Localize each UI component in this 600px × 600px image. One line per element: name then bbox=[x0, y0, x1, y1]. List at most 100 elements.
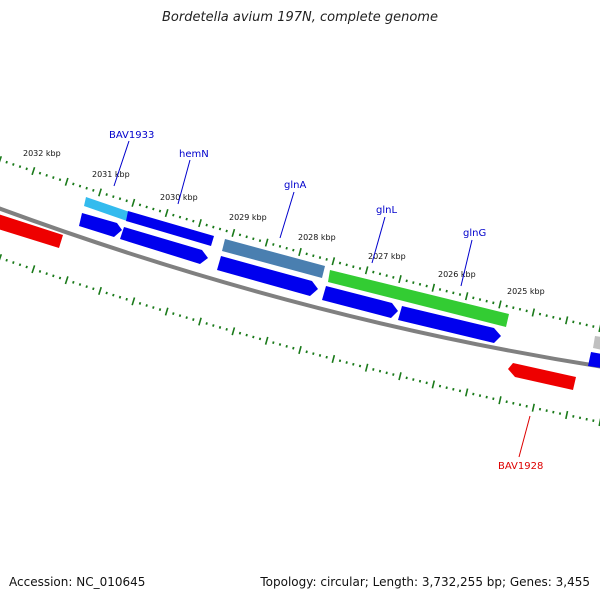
cds-red-left[interactable] bbox=[0, 213, 63, 248]
outer-tick bbox=[85, 186, 88, 190]
inner-tick bbox=[178, 314, 182, 318]
inner-tick bbox=[105, 291, 108, 295]
inner-tick bbox=[72, 280, 75, 284]
inner-tick bbox=[598, 418, 600, 427]
outer-tick bbox=[358, 267, 362, 270]
gene-leader-line bbox=[113, 140, 130, 187]
inner-tick bbox=[252, 335, 255, 339]
inner-tick bbox=[218, 326, 222, 329]
gene-bar-glna[interactable] bbox=[222, 239, 325, 278]
gene-leader-line bbox=[371, 216, 386, 264]
outer-tick bbox=[458, 293, 462, 296]
cds-arrow-1[interactable] bbox=[79, 213, 122, 237]
outer-tick bbox=[385, 274, 388, 277]
inner-tick bbox=[158, 308, 162, 311]
inner-tick bbox=[298, 345, 302, 355]
outer-tick bbox=[192, 219, 195, 223]
gene-bar-gray[interactable] bbox=[593, 336, 600, 350]
inner-tick bbox=[185, 316, 188, 320]
inner-tick bbox=[518, 403, 522, 407]
inner-tick bbox=[412, 378, 415, 381]
outer-tick bbox=[345, 263, 348, 267]
outer-tick bbox=[498, 300, 502, 309]
cds-red-right[interactable] bbox=[508, 363, 576, 390]
inner-tick bbox=[405, 376, 408, 380]
outer-tick bbox=[538, 312, 542, 316]
gene-label-glng[interactable]: glnG bbox=[463, 228, 486, 239]
outer-tick bbox=[558, 317, 562, 321]
outer-tick bbox=[238, 233, 242, 237]
inner-tick bbox=[372, 368, 375, 371]
outer-tick-ring bbox=[0, 155, 600, 333]
outer-tick bbox=[178, 215, 182, 219]
gene-bar-bav1933[interactable] bbox=[84, 197, 130, 221]
outer-tick bbox=[464, 292, 469, 301]
inner-tick bbox=[525, 404, 528, 408]
outer-tick bbox=[45, 173, 48, 177]
outer-tick bbox=[531, 308, 536, 317]
inner-tick bbox=[225, 327, 228, 331]
gene-bar-glnl-glng[interactable] bbox=[328, 270, 509, 327]
gene-label-bav1928[interactable]: BAV1928 bbox=[498, 461, 543, 472]
inner-tick bbox=[205, 322, 208, 325]
cds-arrow-2[interactable] bbox=[120, 227, 208, 264]
inner-tick bbox=[258, 337, 262, 341]
gene-bar-hemn[interactable] bbox=[126, 211, 214, 246]
cds-arrow-5[interactable] bbox=[398, 306, 501, 343]
inner-tick bbox=[231, 327, 236, 336]
inner-tick bbox=[385, 371, 388, 375]
gene-leader-line bbox=[279, 191, 295, 239]
outer-tick bbox=[198, 219, 202, 228]
kbp-tick-label: 2028 kbp bbox=[298, 233, 336, 242]
outer-tick bbox=[218, 227, 222, 231]
inner-tick bbox=[478, 394, 482, 397]
inner-tick bbox=[238, 331, 242, 335]
inner-tick bbox=[52, 274, 55, 278]
inner-tick bbox=[345, 361, 348, 364]
outer-tick bbox=[38, 171, 42, 175]
gene-label-glnl[interactable]: glnL bbox=[376, 205, 397, 216]
inner-tick bbox=[5, 258, 8, 262]
outer-tick bbox=[138, 203, 142, 207]
outer-tick bbox=[31, 166, 36, 176]
outer-tick bbox=[78, 184, 82, 188]
outer-tick bbox=[492, 301, 495, 305]
outer-tick bbox=[578, 322, 582, 325]
cds-arrow-3[interactable] bbox=[217, 256, 318, 296]
gene-label-bav1933[interactable]: BAV1933 bbox=[109, 130, 154, 141]
outer-tick bbox=[305, 252, 308, 256]
inner-tick bbox=[31, 265, 36, 274]
outer-tick bbox=[258, 239, 262, 243]
gene-leader-line bbox=[177, 159, 191, 205]
inner-tick bbox=[92, 287, 95, 291]
outer-tick bbox=[438, 288, 442, 291]
cds-arrow-4[interactable] bbox=[322, 286, 398, 318]
outer-tick bbox=[592, 325, 595, 328]
map-title: Bordetella avium 197N, complete genome bbox=[162, 10, 438, 25]
inner-tick bbox=[192, 318, 195, 321]
outer-tick bbox=[264, 238, 269, 247]
inner-tick bbox=[358, 364, 362, 368]
outer-tick bbox=[418, 282, 422, 286]
outer-tick bbox=[405, 279, 408, 283]
cds-arrow-6[interactable] bbox=[588, 352, 600, 368]
inner-tick bbox=[264, 336, 269, 345]
gene-label-glna[interactable]: glnA bbox=[284, 180, 306, 191]
outer-tick bbox=[525, 309, 528, 313]
gene-label-hemn[interactable]: hemN bbox=[179, 149, 209, 160]
outer-tick bbox=[231, 228, 236, 238]
inner-tick bbox=[325, 355, 328, 359]
inner-tick bbox=[452, 387, 455, 391]
outer-tick bbox=[125, 199, 128, 203]
outer-tick bbox=[564, 316, 569, 325]
inner-tick bbox=[12, 261, 15, 264]
outer-tick bbox=[398, 275, 402, 284]
outer-tick bbox=[505, 304, 508, 308]
inner-tick bbox=[472, 392, 475, 396]
outer-tick bbox=[145, 205, 148, 209]
inner-tick bbox=[565, 410, 569, 420]
outer-tick bbox=[518, 307, 522, 311]
outer-tick bbox=[572, 320, 575, 324]
inner-tick-ring bbox=[0, 253, 600, 427]
